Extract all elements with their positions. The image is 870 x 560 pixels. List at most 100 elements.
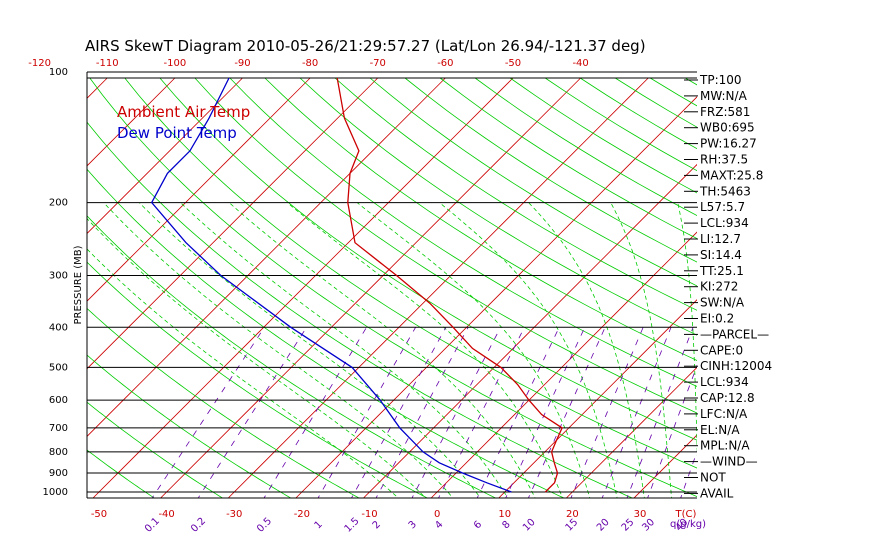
index-label: TT:25.1 bbox=[699, 264, 744, 278]
index-label: SW:N/A bbox=[700, 296, 745, 310]
index-label: MW:N/A bbox=[700, 89, 748, 103]
pressure-tick-label: 700 bbox=[49, 423, 68, 434]
moist-adiabat-line bbox=[677, 202, 697, 457]
index-label: CAP:12.8 bbox=[700, 391, 755, 405]
mixing-ratio-line bbox=[570, 327, 644, 498]
isotherm-line bbox=[430, 231, 697, 498]
dry-adiabat-line bbox=[87, 401, 224, 498]
mixing-ratio-tick-label: 10 bbox=[521, 517, 538, 534]
index-label: MAXT:25.8 bbox=[700, 168, 763, 182]
index-label: KI:272 bbox=[700, 280, 738, 294]
pressure-tick-label: 900 bbox=[49, 468, 68, 479]
dry-adiabat-line bbox=[124, 77, 697, 469]
index-label: AVAIL bbox=[700, 486, 734, 500]
index-label: PW:16.27 bbox=[700, 137, 757, 151]
mixing-ratio-tick-label: 3 bbox=[407, 519, 419, 531]
moist-adiabat-line bbox=[610, 202, 672, 498]
moist-adiabat-line bbox=[103, 202, 454, 498]
dry-adiabat-line bbox=[229, 77, 697, 387]
isotherm-line bbox=[87, 77, 379, 370]
mixing-ratio-line bbox=[197, 327, 307, 498]
isotherm-line bbox=[565, 366, 697, 498]
bottom-temp-tick-label: 10 bbox=[498, 509, 511, 520]
mixing-ratio-tick-label: 1 bbox=[313, 519, 325, 531]
index-label: —WIND— bbox=[700, 455, 758, 469]
index-label: TH:5463 bbox=[699, 184, 751, 198]
dry-adiabat-line bbox=[264, 77, 697, 361]
series-layer bbox=[150, 77, 563, 493]
index-label: FRZ:581 bbox=[700, 105, 750, 119]
mixing-ratio-line bbox=[151, 327, 265, 498]
moist-adiabat-line bbox=[87, 217, 427, 498]
pressure-tick-label: 400 bbox=[49, 322, 68, 333]
isotherm-line bbox=[362, 163, 697, 498]
stability-indices: TP:100 MW:N/A FRZ:581 WB0:695 PW:16.27 RH:37.… bbox=[684, 73, 772, 500]
pressure-tick-label: 800 bbox=[49, 447, 68, 458]
mixing-ratio-line bbox=[411, 327, 501, 498]
moist-adiabat-line bbox=[439, 202, 618, 498]
chart-title: AIRS SkewT Diagram 2010-05-26/21:29:57.2… bbox=[85, 37, 646, 55]
moist-adiabat-line bbox=[87, 248, 399, 498]
dry-adiabat-line bbox=[89, 77, 697, 497]
isotherm-line bbox=[227, 77, 649, 498]
bottom-temp-tick-label: -40 bbox=[158, 509, 174, 520]
dry-adiabat-line bbox=[87, 354, 292, 498]
mixing-ratio-line bbox=[263, 327, 367, 498]
isotherm-line bbox=[87, 77, 243, 235]
index-label: LCL:934 bbox=[700, 375, 749, 389]
mixing-ratio-line bbox=[647, 364, 697, 498]
bottom-temp-tick-label: -20 bbox=[294, 509, 310, 520]
pressure-tick-label: 600 bbox=[49, 395, 68, 406]
y-axis-label: PRESSURE (MB) bbox=[73, 245, 84, 324]
bottom-temp-tick-label: 20 bbox=[566, 509, 579, 520]
bottom-temp-tick-label: -30 bbox=[226, 509, 242, 520]
isotherm-line bbox=[295, 96, 697, 498]
index-label: CAPE:0 bbox=[700, 343, 743, 357]
index-label: RH:37.5 bbox=[700, 153, 748, 167]
index-label: LI:12.7 bbox=[700, 232, 741, 246]
legend-entry: Ambient Air Temp bbox=[117, 103, 250, 121]
bottom-temp-tick-label: 30 bbox=[634, 509, 647, 520]
legend: Ambient Air Temp Dew Point Temp bbox=[117, 103, 250, 142]
mixing-ratio-tick-label: 8 bbox=[500, 519, 512, 531]
moist-adiabat-line bbox=[139, 202, 481, 498]
dry-adiabat-line bbox=[755, 78, 870, 501]
bottom-temp-unit-label: T(C) bbox=[675, 509, 697, 520]
index-label: CINH:12004 bbox=[700, 359, 772, 373]
index-label: EL:N/A bbox=[700, 423, 740, 437]
index-label: LCL:934 bbox=[700, 216, 749, 230]
legend-entry: Dew Point Temp bbox=[117, 124, 237, 142]
isotherm-line bbox=[87, 77, 176, 167]
isotherm-line bbox=[834, 78, 870, 501]
mixing-ratio-tick-label: 20 bbox=[595, 517, 612, 534]
dew-point-temp-line bbox=[150, 77, 512, 493]
mixing-ratio-line bbox=[476, 327, 560, 498]
bottom-temp-tick-label: 0 bbox=[434, 509, 440, 520]
dry-adiabat-line bbox=[334, 77, 697, 311]
mixing-ratio-tick-label: 1.5 bbox=[343, 516, 362, 535]
moist-adiabat-line bbox=[180, 202, 509, 498]
index-label: WB0:695 bbox=[700, 121, 755, 135]
mixing-ratio-line bbox=[438, 327, 525, 498]
dry-adiabat-line bbox=[404, 77, 697, 263]
mixing-ratio-unit-label: q(g/kg) bbox=[670, 519, 706, 530]
top-temp-tick-label: -60 bbox=[437, 58, 453, 69]
index-label: TP:100 bbox=[699, 73, 742, 87]
mixing-ratio-line bbox=[626, 327, 694, 498]
moist-adiabat-line bbox=[228, 202, 536, 498]
top-temp-tick-label: -90 bbox=[234, 58, 250, 69]
bottom-temp-tick-label: -10 bbox=[361, 509, 377, 520]
pressure-tick-label: 300 bbox=[49, 271, 68, 282]
mixing-ratio-line bbox=[680, 450, 697, 498]
moist-adiabat-line bbox=[287, 202, 563, 498]
top-temp-tick-label: -50 bbox=[505, 58, 521, 69]
mixing-ratio-line bbox=[601, 327, 672, 498]
dry-adiabat-line bbox=[87, 121, 634, 498]
index-label: —PARCEL— bbox=[700, 327, 769, 341]
index-label: EI:0.2 bbox=[700, 312, 734, 326]
dry-adiabat-line bbox=[87, 215, 497, 498]
pressure-tick-label: 200 bbox=[49, 198, 68, 209]
isotherm-line bbox=[87, 77, 108, 99]
mixing-ratio-tick-label: 6 bbox=[472, 519, 484, 531]
